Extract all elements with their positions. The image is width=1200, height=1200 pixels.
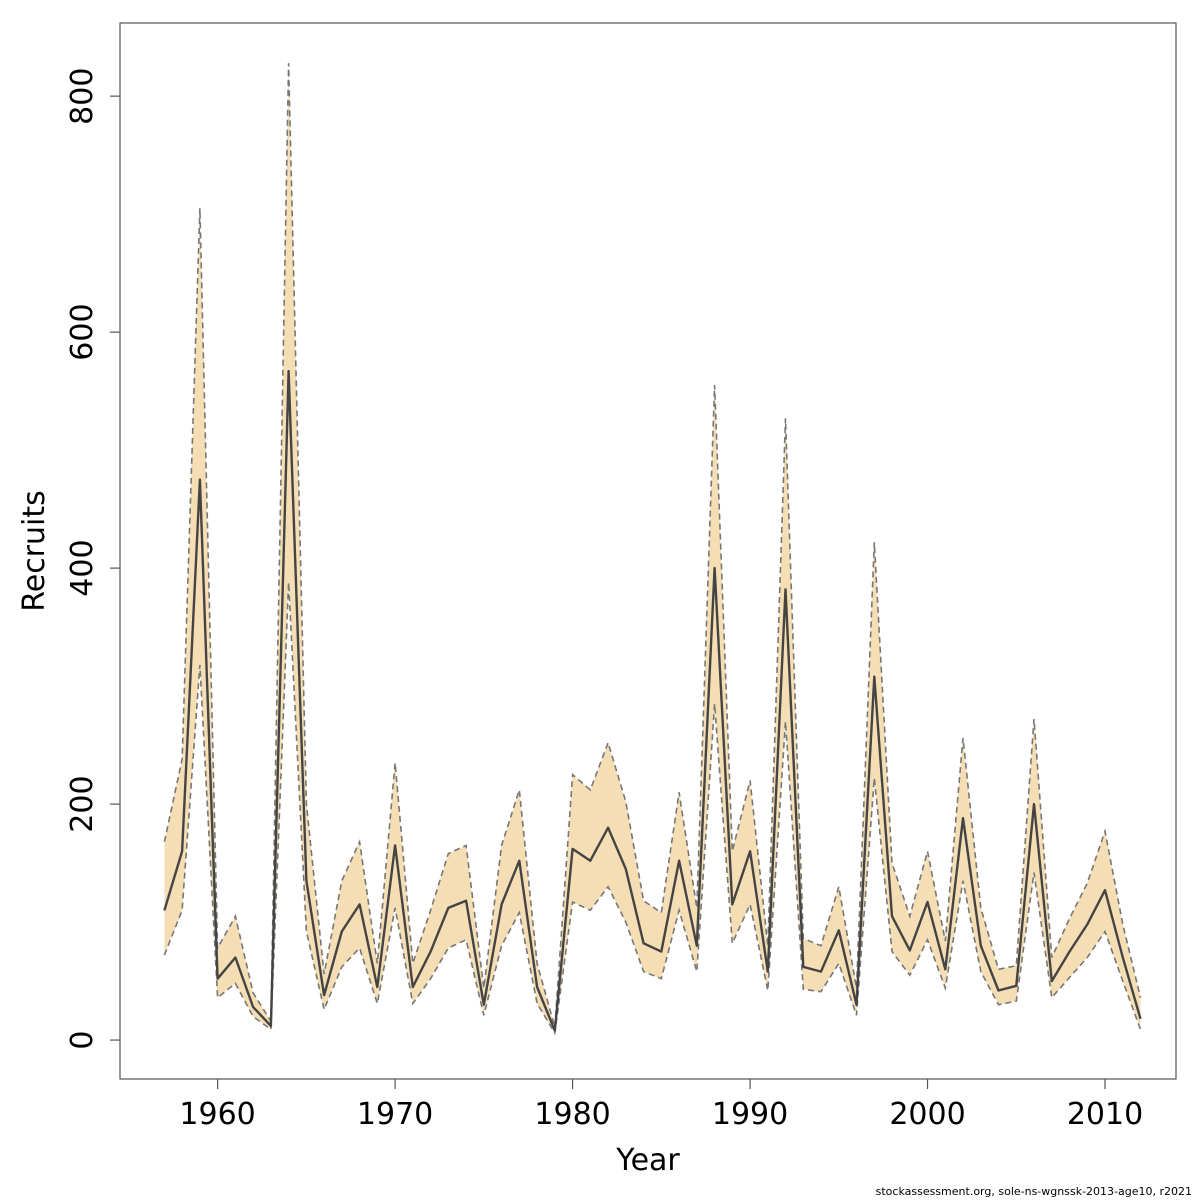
- upper-bound-line: [163, 63, 1142, 1028]
- lower-bound-line: [163, 582, 1142, 1036]
- x-tick-label: 1990: [712, 1097, 788, 1132]
- y-tick-label: 800: [65, 68, 100, 125]
- estimate-line: [163, 369, 1142, 1032]
- credit-text: stockassessment.org, sole-ns-wgnssk-2013…: [875, 1185, 1192, 1198]
- y-tick-label: 0: [65, 1031, 100, 1050]
- x-tick-label: 1970: [357, 1097, 433, 1132]
- x-tick-label: 2000: [889, 1097, 965, 1132]
- x-axis-title: Year: [615, 1143, 680, 1178]
- x-tick-label: 1980: [534, 1097, 610, 1132]
- plot-frame: [119, 22, 1177, 1080]
- y-tick-label: 200: [65, 775, 100, 832]
- x-tick-label: 1960: [179, 1097, 255, 1132]
- confidence-band: [164, 63, 1141, 1034]
- x-tick-label: 2010: [1067, 1097, 1143, 1132]
- y-tick-label: 400: [65, 539, 100, 596]
- y-axis-title: Recruits: [17, 490, 52, 612]
- y-tick-label: 600: [65, 303, 100, 360]
